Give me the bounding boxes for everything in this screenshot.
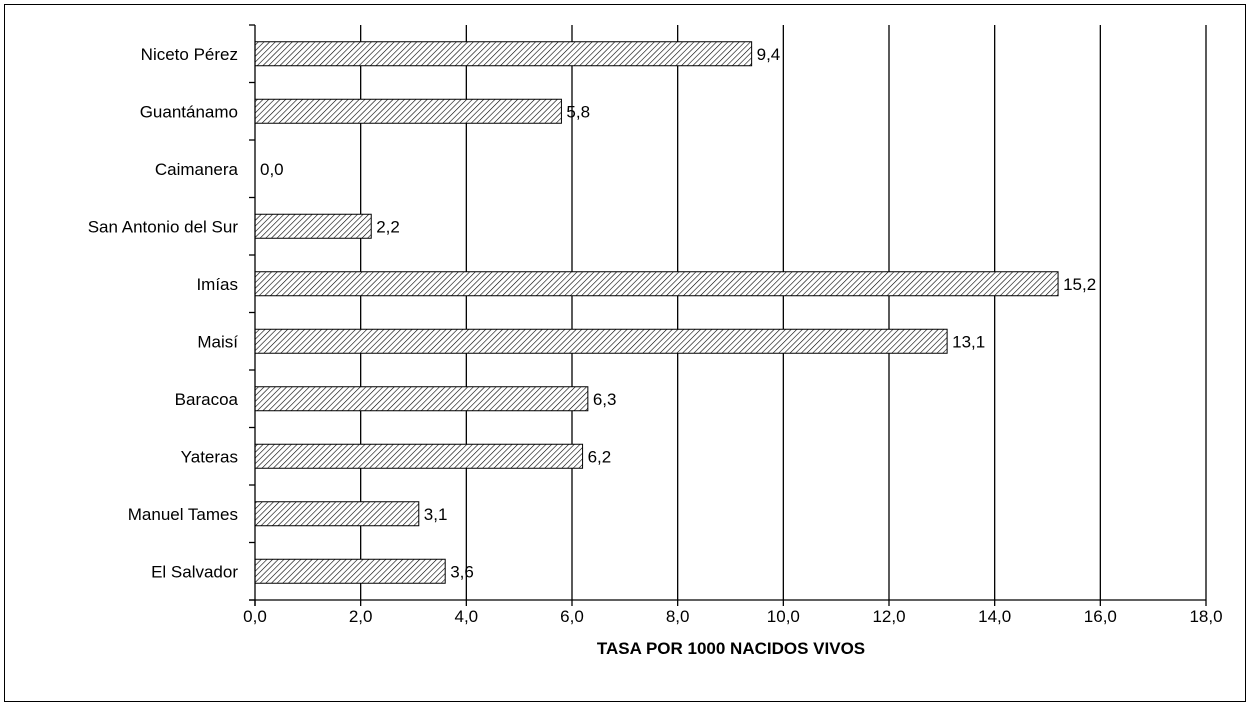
labels: Niceto Pérez 9,4 Guantánamo 5,8 Caimanera 0,0… (88, 45, 1223, 626)
category-label: San Antonio del Sur (88, 217, 239, 236)
data-label: 6,3 (593, 390, 617, 409)
category-label: Yateras (181, 447, 238, 466)
category-label: Niceto Pérez (141, 45, 238, 64)
data-label: 3,6 (450, 562, 474, 581)
category-label: Guantánamo (140, 102, 238, 121)
category-label: Maisí (197, 332, 238, 351)
x-tick-label: 10,0 (767, 607, 800, 626)
axes (249, 24, 1207, 606)
data-label: 13,1 (952, 332, 985, 351)
data-label: 2,2 (376, 217, 400, 236)
x-tick-label: 6,0 (560, 607, 584, 626)
data-label: 0,0 (260, 160, 284, 179)
bar (254, 328, 948, 354)
category-label: Baracoa (175, 390, 239, 409)
data-label: 15,2 (1063, 275, 1096, 294)
bar (254, 41, 753, 67)
category-label: El Salvador (151, 562, 238, 581)
bar (254, 443, 584, 469)
bar (254, 98, 562, 124)
category-label: Imías (196, 275, 238, 294)
x-tick-label: 12,0 (872, 607, 905, 626)
bar (254, 501, 420, 527)
data-label: 9,4 (757, 45, 781, 64)
category-label: Caimanera (155, 160, 239, 179)
bar (254, 558, 446, 584)
data-label: 3,1 (424, 505, 448, 524)
x-tick-label: 16,0 (1084, 607, 1117, 626)
category-label: Manuel Tames (128, 505, 238, 524)
x-tick-label: 2,0 (349, 607, 373, 626)
x-tick-label: 18,0 (1189, 607, 1222, 626)
x-tick-label: 8,0 (666, 607, 690, 626)
x-tick-label: 14,0 (978, 607, 1011, 626)
bar (254, 386, 589, 412)
x-tick-label: 0,0 (243, 607, 267, 626)
x-axis-label: TASA POR 1000 NACIDOS VIVOS (597, 639, 865, 658)
bars (254, 41, 1059, 584)
data-label: 6,2 (588, 447, 612, 466)
bar (254, 271, 1059, 297)
x-tick-label: 4,0 (455, 607, 479, 626)
data-label: 5,8 (566, 102, 590, 121)
bar (254, 213, 372, 239)
